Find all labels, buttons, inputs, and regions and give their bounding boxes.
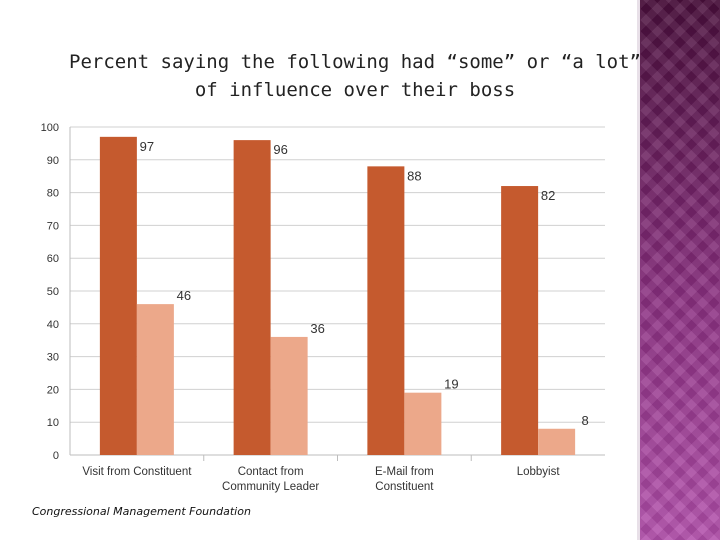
- decorative-edge-line: [637, 0, 640, 540]
- data-label: 97: [140, 139, 154, 154]
- x-category-label: Lobbyist: [517, 466, 561, 478]
- data-label: 82: [541, 188, 555, 203]
- data-label: 8: [582, 413, 589, 428]
- y-tick-label: 50: [47, 286, 59, 298]
- x-category-label: Contact from Community Leader: [222, 466, 319, 493]
- chart-title: Percent saying the following had “some” …: [69, 51, 641, 101]
- y-tick-label: 70: [47, 220, 59, 232]
- bar: [270, 336, 308, 455]
- source-note: Congressional Management Foundation: [32, 505, 251, 518]
- y-tick-label: 0: [53, 450, 59, 462]
- bar: [233, 140, 271, 455]
- y-tick-label: 40: [47, 319, 59, 331]
- bar: [501, 186, 539, 456]
- data-label: 36: [310, 321, 324, 336]
- y-tick-label: 80: [47, 188, 59, 200]
- y-tick-label: 90: [47, 155, 59, 167]
- y-tick-label: 60: [47, 253, 59, 265]
- labels: 97 46 Visit from Constituent 96 36 Contact fr…: [82, 139, 588, 493]
- data-label: 88: [407, 168, 421, 183]
- decorative-side-bar: [640, 0, 720, 540]
- x-category-label: E-Mail from Constituent: [375, 466, 434, 493]
- bar: [99, 136, 137, 455]
- data-label: 46: [177, 288, 191, 303]
- x-category-label: Visit from Constituent: [82, 466, 192, 478]
- y-tick-label: 20: [47, 384, 59, 396]
- bar: [538, 428, 576, 455]
- y-tick-label: 100: [41, 122, 59, 134]
- data-label: 96: [273, 142, 287, 157]
- data-label: 19: [444, 377, 458, 392]
- bars: [99, 136, 576, 456]
- bar: [136, 304, 174, 455]
- bar: [404, 392, 442, 455]
- bar: [367, 166, 405, 456]
- bar-chart: 0 10 20 30 40 50 60 70 80 90 100 97 46 Visit from Co…: [41, 122, 605, 493]
- y-tick-label: 10: [47, 417, 59, 429]
- y-tick-label: 30: [47, 352, 59, 364]
